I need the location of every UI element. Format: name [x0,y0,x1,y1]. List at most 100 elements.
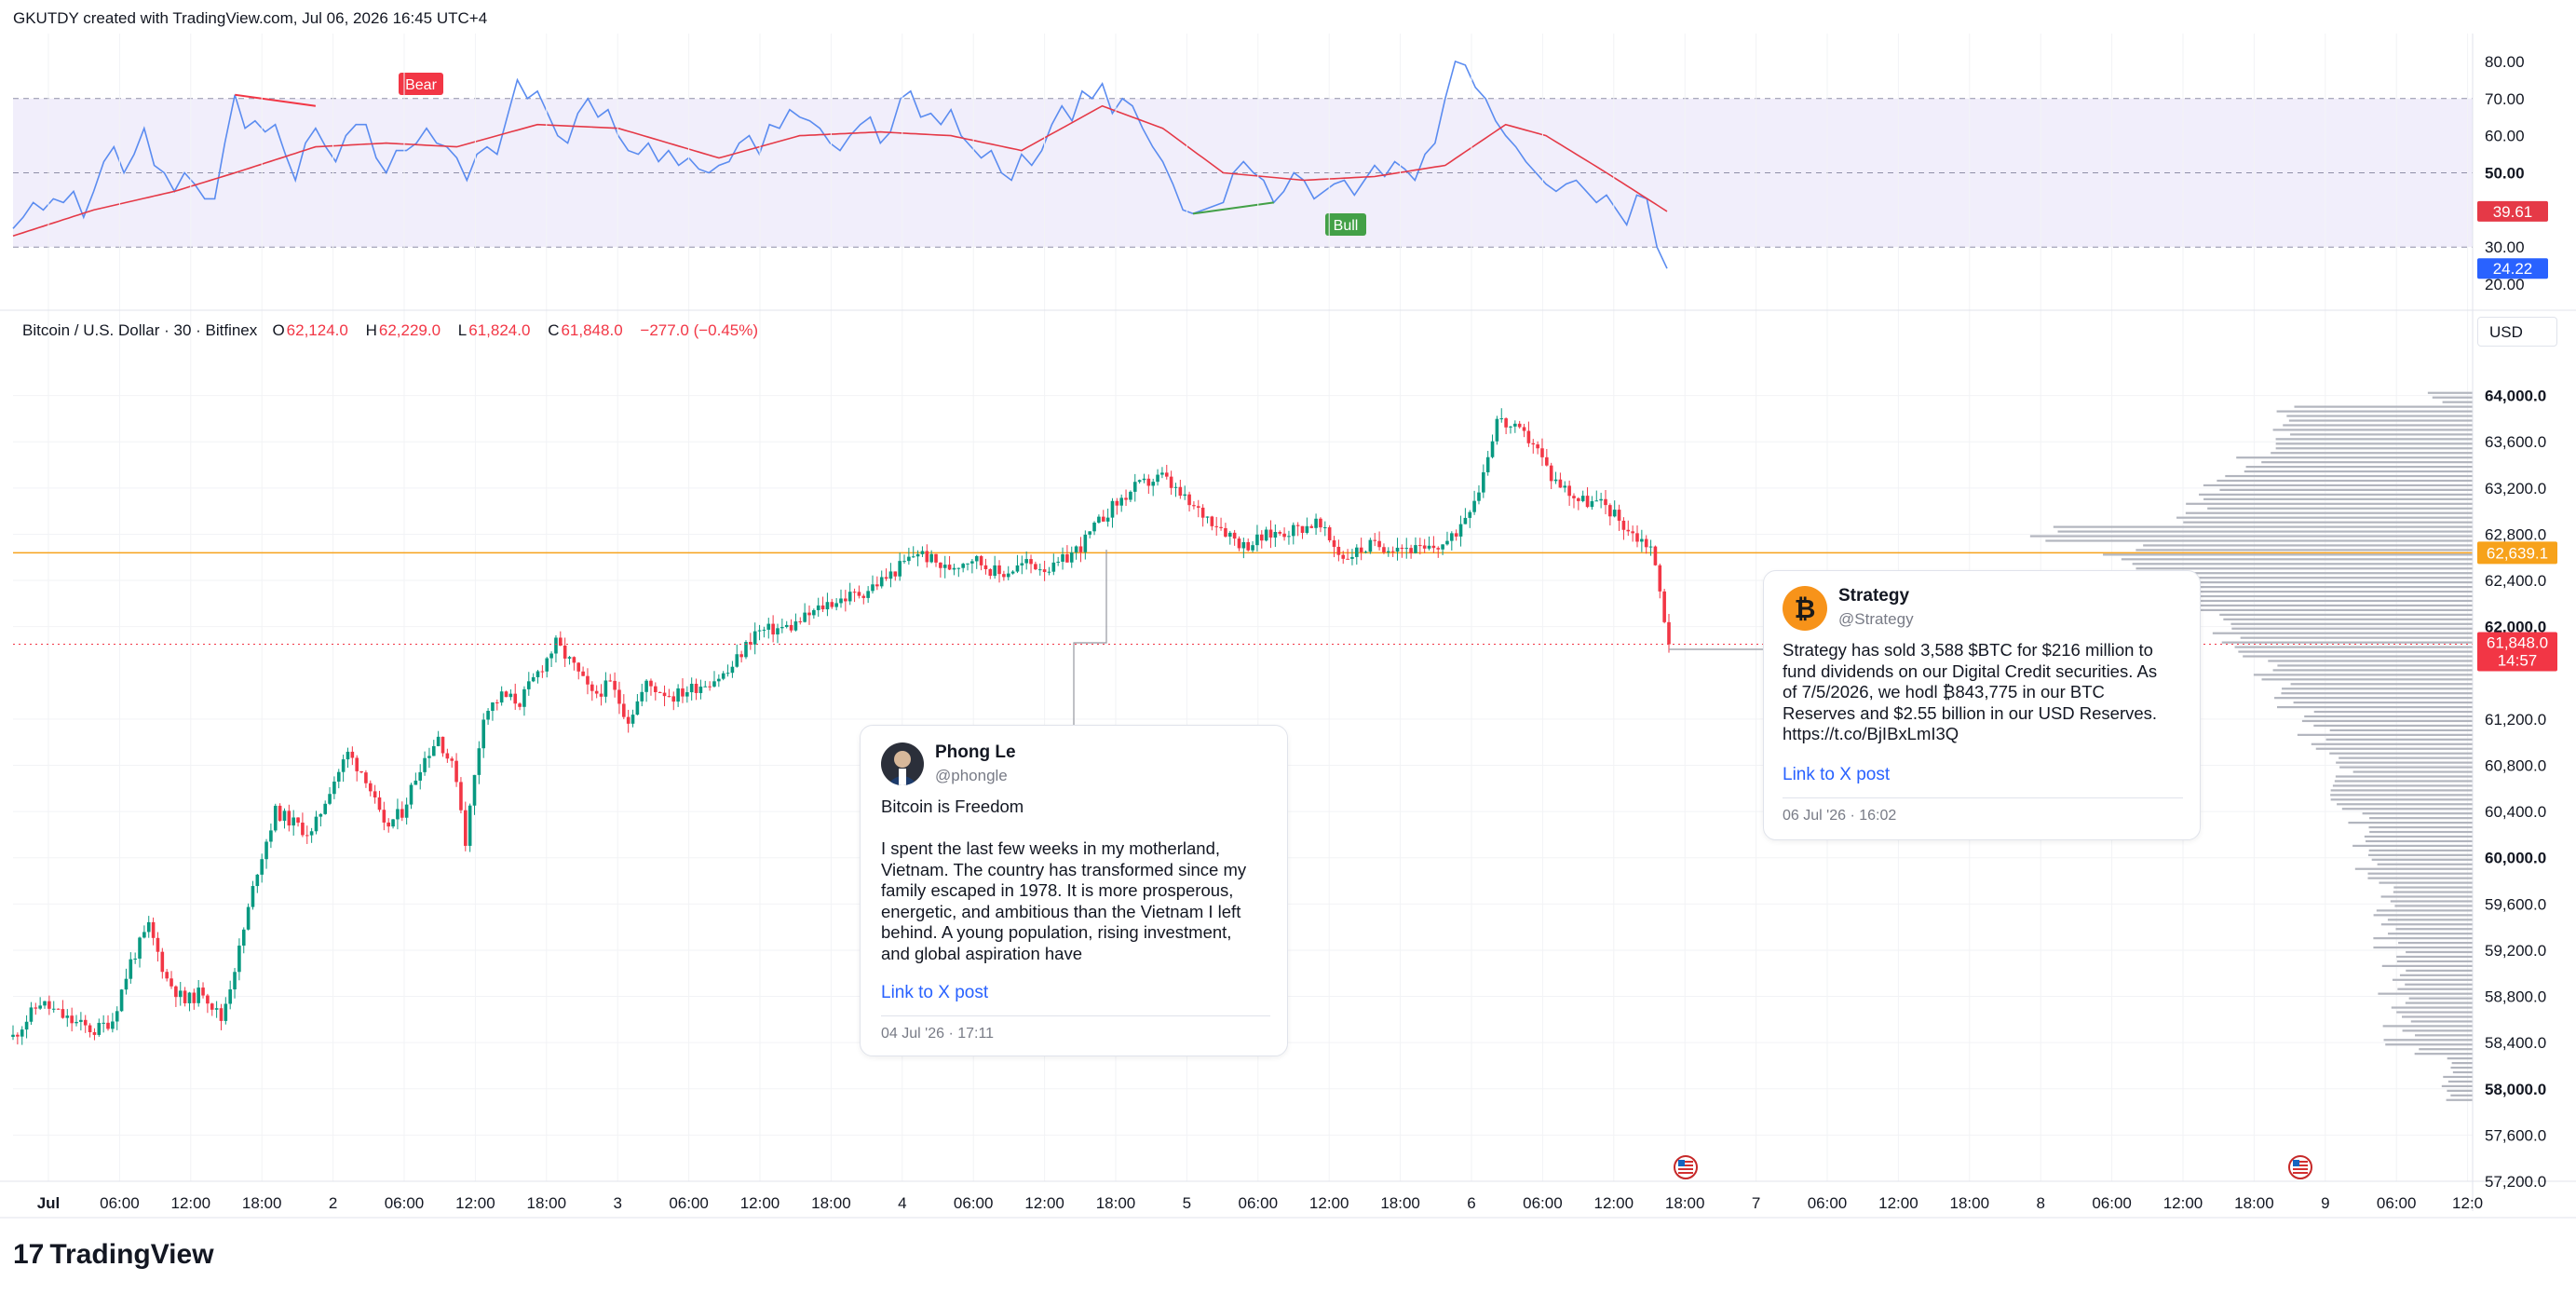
candle-body [608,680,613,682]
volume-profile-bar [2325,738,2473,741]
time-tick-label: 2 [329,1194,337,1212]
time-tick-label: 18:00 [242,1194,282,1212]
volume-profile-bar [2276,410,2473,413]
volume-profile-bar [2135,567,2473,570]
candle-body [1074,546,1078,553]
volume-profile-bar [2452,1070,2473,1074]
candle-body [1105,517,1110,522]
candle-body [1422,545,1427,549]
currency-button[interactable]: USD [2477,317,2557,347]
tweet-link[interactable]: Link to X post [881,983,989,1002]
candle-body [197,988,200,1003]
candle-body [119,989,124,1012]
candle-body [649,680,653,687]
candle-body [979,555,983,565]
candle-body [1472,500,1476,512]
candle-body [187,992,192,1003]
candle-body [1572,496,1576,498]
volume-profile-bar [2135,549,2473,552]
candle-body [138,937,142,959]
candle-body [749,642,752,645]
candle-body [1653,546,1658,565]
time-tick-label: 06:00 [2377,1194,2417,1212]
candle-body [291,817,295,826]
tweet-card-strategy[interactable]: ₿ Strategy @Strategy Strategy has sold 3… [1763,570,2201,840]
volume-profile-bar [2443,1075,2473,1079]
candle-body [1124,497,1128,500]
candle-body [364,772,368,783]
tweet-link[interactable]: Link to X post [1783,765,1891,784]
volume-profile-bar [2240,636,2473,639]
volume-profile-bar [2391,1006,2473,1009]
candle-body [156,937,160,952]
candle-body [423,757,427,772]
time-tick-label: 06:00 [954,1194,994,1212]
candle-body [1585,496,1590,508]
time-tick-label: 06:00 [1239,1194,1279,1212]
candle-body [536,671,540,677]
candle-body [1210,516,1214,526]
candle-body [1164,472,1169,477]
rsi-tick-label: 50.00 [2485,164,2525,182]
candle-body [1485,456,1490,472]
candle-body [902,561,906,563]
candle-body [630,715,635,724]
flag-stripe [2293,1172,2308,1174]
volume-profile-bar [2373,946,2473,949]
avatar [881,742,924,785]
volume-profile-bar [2288,419,2473,422]
candle-body [88,1025,92,1032]
candle-body [1146,478,1151,486]
candle-body [178,990,183,998]
candle-body [377,797,382,810]
candle-body [1599,498,1603,501]
flag-circle [2288,1155,2312,1179]
candle-body [359,770,363,773]
price-tick-label: 62,400.0 [2485,572,2546,590]
close-value: 61,848.0 [561,321,623,339]
candle-body [1414,545,1417,553]
candle-body [219,1008,224,1021]
candle-body [282,810,287,822]
candle-body [142,932,146,938]
candle-body [1577,497,1580,501]
volume-profile-bar [2183,521,2473,524]
tradingview-logo[interactable]: 17 TradingView [13,1239,214,1271]
candle-body [1255,534,1259,546]
candle-body [1482,471,1485,493]
volume-profile-bar [2313,710,2473,714]
candle-body [287,810,291,826]
candle-body [1327,527,1332,541]
volume-profile-bar [2282,688,2473,690]
last-price-countdown: 14:57 [2498,652,2538,670]
candle-body [834,603,838,607]
candle-body [576,662,581,672]
symbol-title: Bitcoin / U.S. Dollar · 30 · Bitfinex [22,321,258,339]
candle-body [590,684,594,691]
candle-body [382,810,386,823]
change-value: −277.0 (−0.45%) [640,321,759,339]
candle-body [861,595,866,598]
candle-body [1662,591,1666,622]
candle-body [694,683,698,693]
flag-stripe [1678,1165,1693,1166]
low-value: 61,824.0 [468,321,531,339]
rsi-ma-line [12,104,1668,238]
volume-profile-bar [2334,780,2473,783]
candle-body [499,691,504,703]
tweet-card-phongle[interactable]: Phong Le @phongle Bitcoin is Freedom I s… [860,725,1288,1056]
candle-body [165,972,169,979]
volume-profile-bar [2441,1084,2473,1087]
candle-body [820,605,825,610]
volume-profile-bar [2379,881,2473,884]
candle-body [237,946,241,973]
candle-body [1377,540,1381,548]
candle-body [825,602,830,610]
candle-body [323,803,327,814]
volume-profile-bar [2276,705,2473,709]
candle-body [1463,517,1468,524]
volume-profile-bar [2330,798,2473,801]
candle-body [907,556,911,562]
